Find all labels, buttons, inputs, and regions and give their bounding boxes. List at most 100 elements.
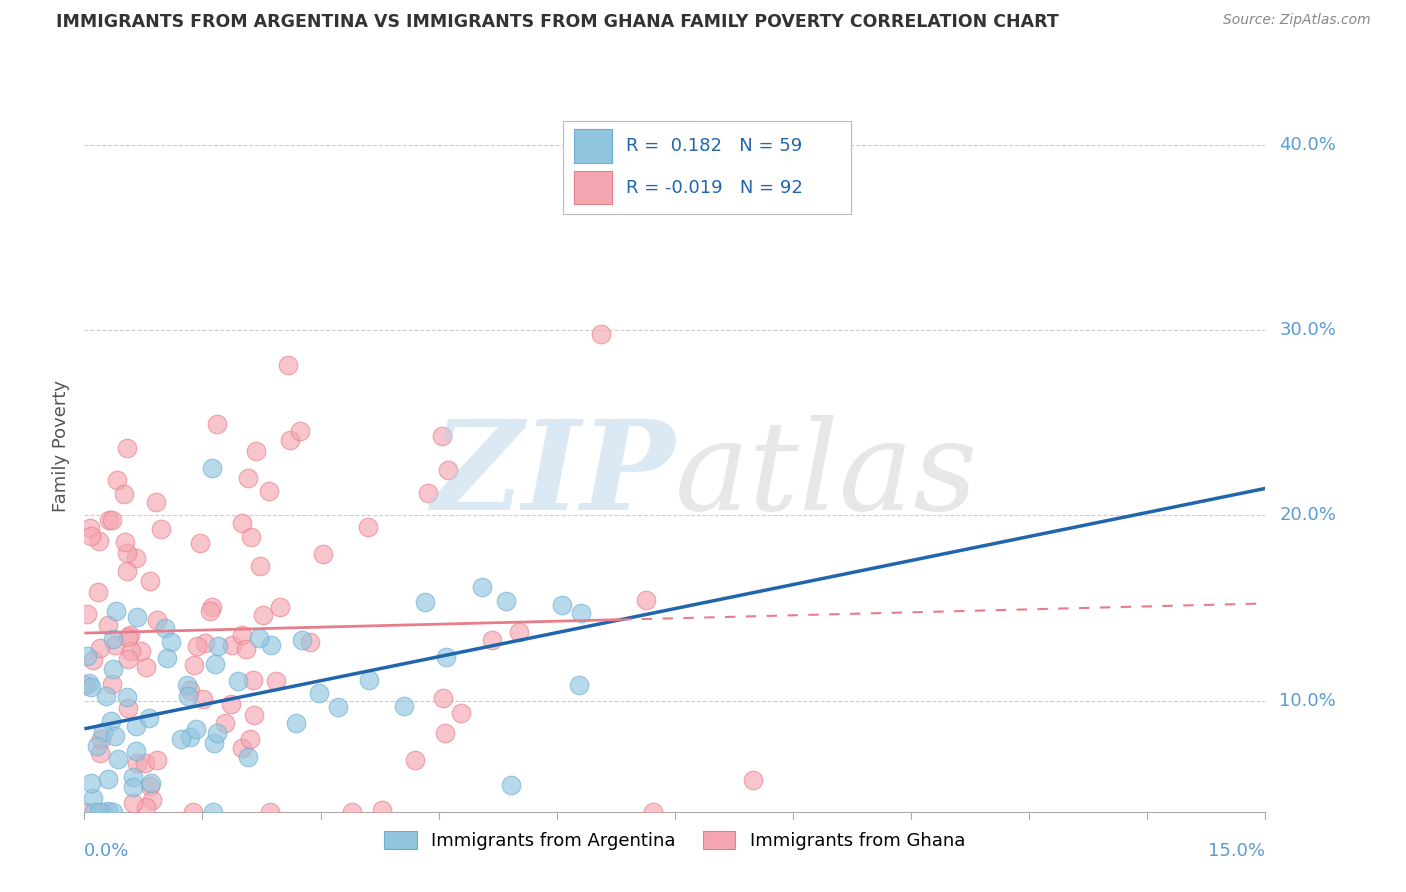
Point: [86, 739, 108, 753]
Point: [89, 533, 111, 548]
Point: [117, 652, 139, 666]
Point: [183, 658, 205, 673]
Point: [236, 750, 259, 764]
Point: [471, 581, 494, 595]
Point: [221, 638, 243, 652]
FancyBboxPatch shape: [574, 129, 612, 162]
Point: [235, 642, 257, 657]
Point: [194, 636, 217, 650]
Point: [264, 673, 287, 688]
Point: [94, 689, 117, 703]
Point: [170, 731, 193, 746]
Point: [299, 635, 322, 649]
Point: [89, 746, 111, 760]
Point: [122, 796, 145, 810]
Point: [259, 805, 281, 819]
Point: [87, 805, 110, 819]
Point: [243, 708, 266, 723]
Legend: Immigrants from Argentina, Immigrants from Ghana: Immigrants from Argentina, Immigrants fr…: [377, 823, 973, 857]
Point: [118, 628, 141, 642]
Point: [186, 722, 208, 736]
Point: [371, 803, 394, 817]
Point: [416, 486, 439, 500]
Point: [115, 690, 138, 704]
Text: atlas: atlas: [675, 415, 979, 536]
Point: [83, 805, 105, 819]
Point: [179, 683, 201, 698]
Point: [201, 599, 224, 614]
Point: [76, 607, 98, 622]
Text: 10.0%: 10.0%: [1279, 691, 1336, 710]
Point: [91, 805, 114, 819]
Point: [127, 756, 149, 770]
Point: [104, 729, 127, 743]
Point: [450, 706, 472, 720]
Point: [284, 715, 307, 730]
Point: [100, 714, 122, 728]
Point: [82, 653, 104, 667]
Point: [101, 805, 124, 819]
Point: [159, 634, 181, 648]
Text: R = -0.019   N = 92: R = -0.019 N = 92: [626, 178, 803, 196]
Point: [145, 613, 167, 627]
Point: [134, 756, 156, 770]
Point: [89, 640, 111, 655]
Point: [204, 657, 226, 672]
Point: [104, 603, 127, 617]
Text: Source: ZipAtlas.com: Source: ZipAtlas.com: [1223, 13, 1371, 28]
Point: [138, 711, 160, 725]
Point: [198, 604, 221, 618]
Point: [125, 744, 148, 758]
Point: [188, 536, 211, 550]
Point: [103, 662, 125, 676]
Point: [260, 638, 283, 652]
Point: [247, 631, 270, 645]
Point: [80, 529, 103, 543]
Point: [432, 691, 454, 706]
Point: [249, 558, 271, 573]
Point: [90, 731, 112, 746]
Point: [107, 752, 129, 766]
Point: [101, 513, 124, 527]
Point: [122, 770, 145, 784]
Point: [277, 358, 299, 372]
Point: [79, 676, 101, 690]
Point: [481, 632, 503, 647]
Point: [114, 534, 136, 549]
Point: [117, 546, 139, 560]
Point: [236, 471, 259, 485]
Point: [117, 701, 139, 715]
Text: 15.0%: 15.0%: [1208, 842, 1265, 860]
Point: [359, 673, 381, 687]
Point: [127, 610, 149, 624]
Point: [312, 547, 335, 561]
Point: [79, 521, 101, 535]
Point: [153, 621, 176, 635]
Point: [97, 617, 120, 632]
Point: [101, 632, 124, 646]
Point: [202, 805, 225, 819]
Point: [105, 473, 128, 487]
Point: [433, 726, 456, 740]
Point: [139, 779, 162, 793]
Point: [80, 680, 103, 694]
Point: [135, 800, 157, 814]
Point: [326, 700, 349, 714]
Text: 30.0%: 30.0%: [1279, 321, 1336, 339]
Point: [125, 719, 148, 733]
Text: 20.0%: 20.0%: [1279, 507, 1336, 524]
Point: [205, 726, 228, 740]
Point: [434, 649, 457, 664]
Text: IMMIGRANTS FROM ARGENTINA VS IMMIGRANTS FROM GHANA FAMILY POVERTY CORRELATION CH: IMMIGRANTS FROM ARGENTINA VS IMMIGRANTS …: [56, 13, 1059, 31]
Point: [202, 736, 225, 750]
Point: [242, 673, 264, 687]
Text: 40.0%: 40.0%: [1279, 136, 1336, 154]
Point: [207, 639, 229, 653]
Point: [139, 776, 162, 790]
Point: [141, 793, 163, 807]
Point: [97, 805, 120, 819]
Point: [120, 644, 142, 658]
Point: [181, 805, 204, 819]
Point: [80, 776, 103, 790]
Y-axis label: Family Poverty: Family Poverty: [52, 380, 70, 512]
